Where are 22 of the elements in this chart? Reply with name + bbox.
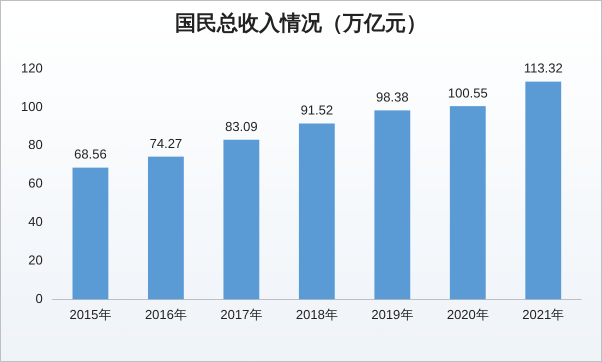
y-tick-label: 100 bbox=[20, 98, 43, 114]
x-tick-label: 2019年 bbox=[371, 306, 414, 322]
data-label: 98.38 bbox=[376, 89, 409, 104]
y-tick-label: 0 bbox=[35, 290, 43, 306]
data-label: 68.56 bbox=[74, 146, 107, 162]
x-tick-label: 2016年 bbox=[144, 306, 187, 322]
data-label: 91.52 bbox=[300, 102, 334, 118]
chart-title: 国民总收入情况（万亿元） bbox=[174, 9, 428, 37]
y-tick-label: 60 bbox=[28, 176, 43, 191]
data-label: 113.32 bbox=[524, 60, 563, 76]
x-tick-label: 2018年 bbox=[296, 306, 338, 322]
x-tick-label: 2017年 bbox=[220, 306, 262, 322]
data-label: 74.27 bbox=[150, 136, 182, 151]
x-tick-label: 2015年 bbox=[69, 306, 112, 322]
y-tick-label: 20 bbox=[28, 252, 43, 268]
x-tick-label: 2021年 bbox=[522, 306, 564, 322]
y-tick-label: 80 bbox=[28, 137, 43, 152]
data-label: 83.09 bbox=[225, 118, 258, 134]
x-tick-label: 2020年 bbox=[446, 306, 489, 322]
y-tick-label: 40 bbox=[28, 214, 43, 230]
y-tick-label: 120 bbox=[20, 60, 43, 76]
data-label: 100.55 bbox=[448, 85, 488, 100]
